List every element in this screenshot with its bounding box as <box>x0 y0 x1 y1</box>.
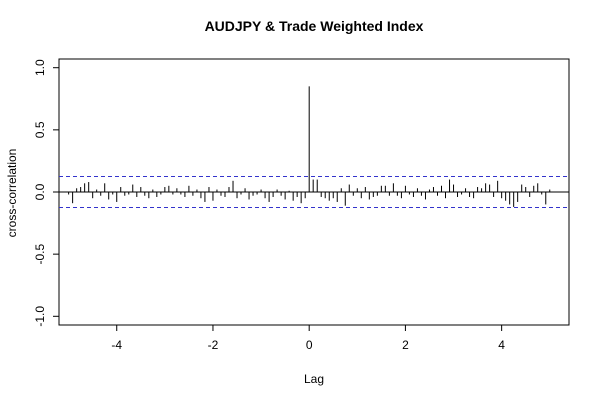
x-tick-label: -4 <box>111 338 122 352</box>
y-tick-label: 0.5 <box>33 121 47 138</box>
y-tick-label: 0.0 <box>33 183 47 200</box>
y-tick-label: -0.5 <box>33 243 47 264</box>
axes-ticks: -4 -2 0 2 4 -1.0 -0.5 0.0 0.5 1.0 <box>33 59 505 352</box>
y-tick-label: -1.0 <box>33 306 47 327</box>
x-tick-label: 4 <box>498 338 505 352</box>
x-tick-label: 2 <box>402 338 409 352</box>
y-axis-label: cross-correlation <box>5 149 19 238</box>
x-axis-label: Lag <box>304 372 324 386</box>
y-tick-label: 1.0 <box>33 59 47 76</box>
x-tick-label: 0 <box>306 338 313 352</box>
reference-lines <box>59 175 569 209</box>
chart-title: AUDJPY & Trade Weighted Index <box>205 18 424 34</box>
ccf-bars <box>68 86 551 207</box>
x-tick-label: -2 <box>208 338 219 352</box>
